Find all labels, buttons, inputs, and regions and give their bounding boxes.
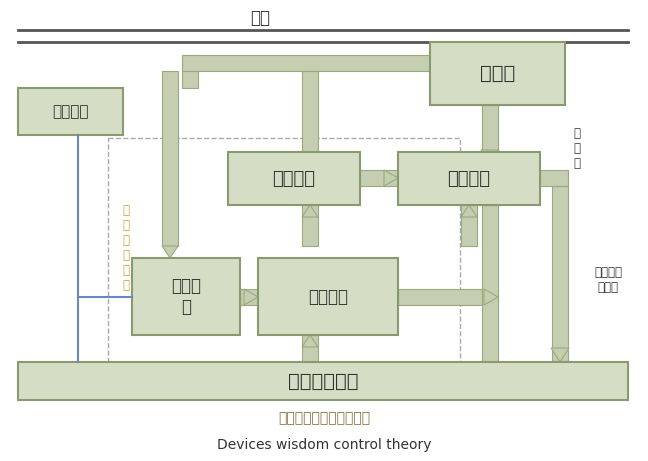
Bar: [360, 170, 412, 186]
Polygon shape: [461, 205, 477, 217]
Bar: [482, 55, 498, 152]
Bar: [240, 289, 272, 305]
Text: 智
能
控
制
单
元: 智 能 控 制 单 元: [122, 204, 130, 292]
Polygon shape: [302, 152, 318, 164]
Bar: [540, 170, 568, 186]
Bar: [258, 258, 398, 335]
Text: 操动机构: 操动机构: [448, 170, 491, 188]
Bar: [398, 289, 498, 305]
Bar: [182, 55, 498, 71]
Polygon shape: [484, 289, 498, 305]
Polygon shape: [302, 335, 318, 347]
Polygon shape: [302, 205, 318, 217]
Bar: [302, 205, 318, 246]
Text: 断路器智能控制工作原理: 断路器智能控制工作原理: [278, 411, 370, 425]
Bar: [162, 71, 178, 246]
Bar: [398, 152, 540, 205]
Text: 分间／合
间信号: 分间／合 间信号: [594, 266, 622, 294]
Text: Devices wisdom control theory: Devices wisdom control theory: [216, 438, 432, 452]
Polygon shape: [244, 289, 258, 305]
Bar: [552, 186, 568, 362]
Bar: [482, 205, 498, 362]
Bar: [482, 105, 498, 152]
Text: 数据变换: 数据变换: [52, 104, 89, 119]
Text: 灭弧室: 灭弧室: [480, 64, 515, 83]
Text: 电网: 电网: [250, 9, 270, 27]
Bar: [108, 138, 460, 362]
Text: 变电站主控室: 变电站主控室: [288, 372, 358, 390]
Bar: [182, 55, 198, 88]
Text: 智能识别: 智能识别: [308, 288, 348, 306]
Polygon shape: [162, 246, 178, 258]
Text: 断
路
器: 断 路 器: [573, 126, 581, 170]
Bar: [18, 362, 628, 400]
Bar: [302, 71, 318, 152]
Polygon shape: [384, 170, 398, 186]
Polygon shape: [551, 348, 569, 362]
Text: 数据采
样: 数据采 样: [171, 277, 201, 316]
Bar: [461, 205, 477, 246]
Bar: [430, 42, 565, 105]
Text: 调节装置: 调节装置: [273, 170, 316, 188]
Bar: [302, 335, 318, 362]
Bar: [18, 88, 123, 135]
Bar: [132, 258, 240, 335]
Polygon shape: [481, 150, 499, 164]
Bar: [228, 152, 360, 205]
